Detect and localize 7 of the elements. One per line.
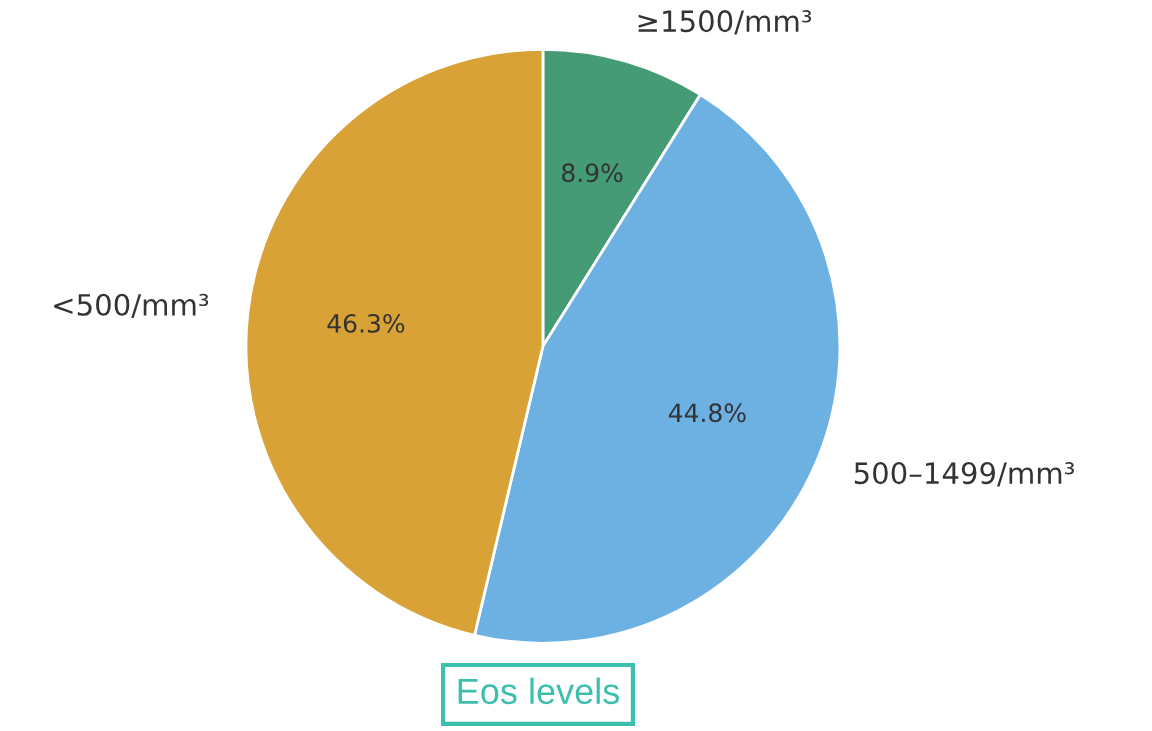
slice-label: ≥1500/mm³ (638, 10, 812, 35)
data-label: 46.3% (327, 313, 405, 333)
data-label: 44.8% (668, 403, 746, 423)
slice-label: <500/mm³ (54, 293, 209, 319)
text: Eos levels (458, 677, 619, 705)
data-label: 8.9% (562, 163, 623, 183)
slice-label: 500–1499/mm³ (854, 462, 1074, 487)
